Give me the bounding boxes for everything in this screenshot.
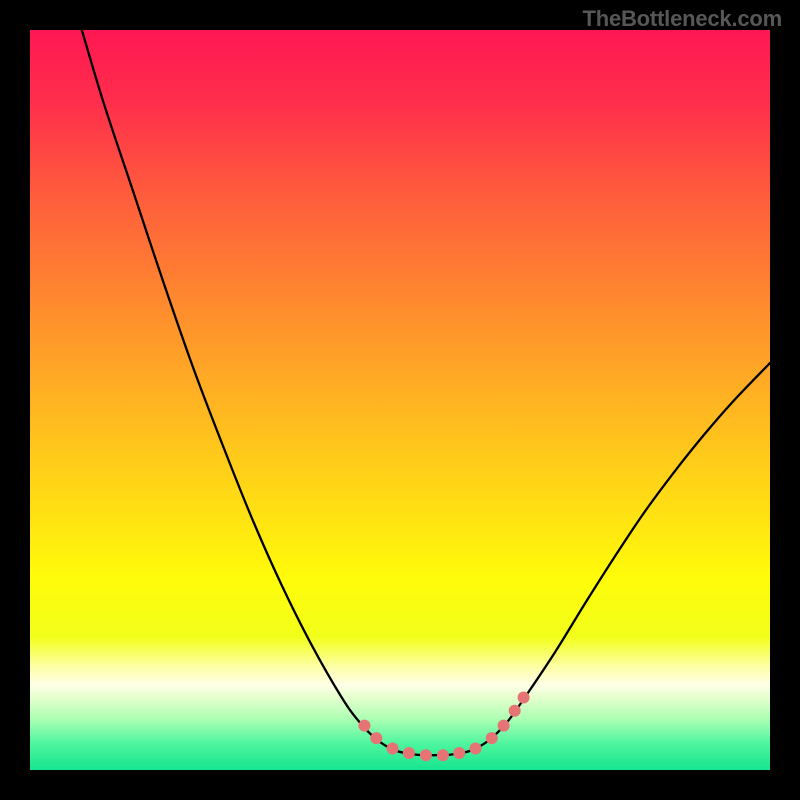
marker-dot	[509, 705, 521, 717]
marker-dot	[420, 749, 432, 761]
marker-dot	[387, 743, 399, 755]
marker-dot	[498, 720, 510, 732]
marker-dot	[437, 749, 449, 761]
marker-dot	[518, 691, 530, 703]
chart-background	[30, 30, 770, 770]
watermark-text: TheBottleneck.com	[582, 6, 782, 32]
marker-dot	[486, 732, 498, 744]
figure-root: TheBottleneck.com	[0, 0, 800, 800]
marker-dot	[469, 743, 481, 755]
marker-dot	[453, 747, 465, 759]
marker-dot	[403, 747, 415, 759]
marker-dot	[370, 732, 382, 744]
marker-dot	[358, 720, 370, 732]
bottleneck-chart	[30, 30, 770, 770]
